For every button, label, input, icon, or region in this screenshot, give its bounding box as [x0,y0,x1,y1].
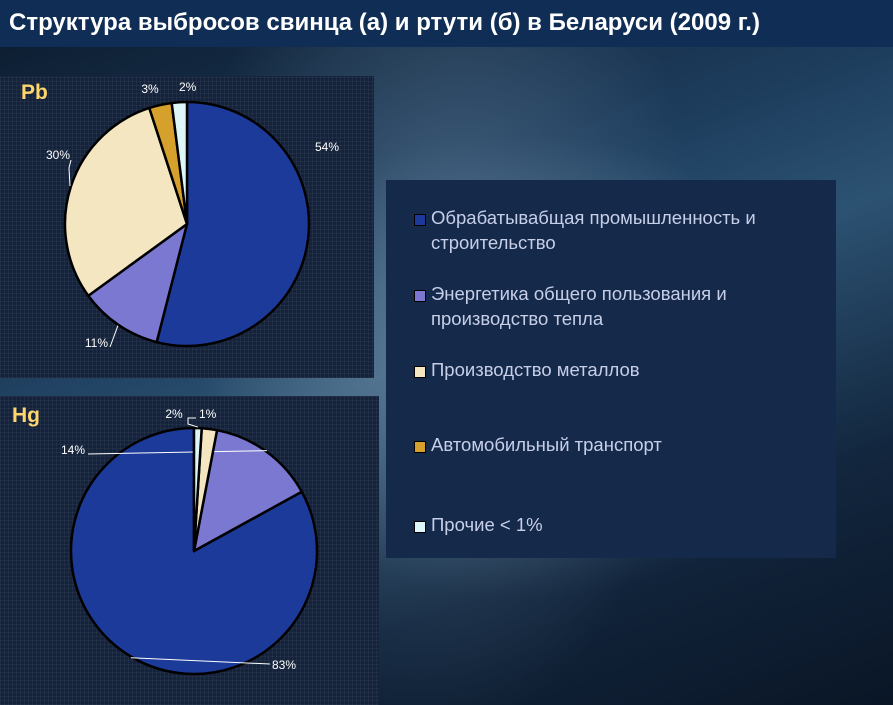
pb-data-label-4: 2% [179,80,197,94]
pb-data-label-3: 3% [141,82,159,96]
legend-swatch-transport [414,441,426,453]
hg-slice-3 [192,426,203,553]
hg-slice-1 [192,428,304,553]
hg-chart-panel: Hg 83% 14% 2% 1% [0,396,379,705]
hg-data-label-3: 1% [199,407,217,421]
pb-data-label-1: 11% [85,336,108,350]
pb-chart-panel: Pb 54% 11% 30% 3% 2% [0,76,374,378]
legend-swatch-industry [414,214,426,226]
title-bar: Структура выбросов свинца (а) и ртути (б… [0,0,893,47]
pb-pie-chart: 54% 11% 30% 3% 2% [46,80,339,350]
legend-label-metals: Производство металлов [431,359,640,380]
legend-label-transport: Автомобильный транспорт [431,434,662,455]
pb-leader-2 [68,159,72,187]
pb-leader-1 [109,325,119,348]
legend-swatch-other [414,521,426,533]
pb-slice-1 [87,222,189,344]
legend-item-industry: Обрабатывабщая промышленность и строител… [414,205,826,281]
hg-leader-3 [187,417,199,428]
legend-item-transport: Автомобильный транспорт [414,432,826,512]
pb-slice-0 [155,100,311,348]
legend-label-industry: Обрабатывабщая промышленность и строител… [431,207,756,253]
hg-leader-0 [130,657,271,665]
pb-slice-2 [63,106,189,297]
pb-slice-4 [170,100,189,226]
legend-item-metals: Производство металлов [414,357,826,432]
legend-label-energy: Энергетика общего пользования и производ… [431,283,727,329]
pb-data-label-2: 30% [46,148,70,162]
legend-item-other: Прочие < 1% [414,512,826,537]
hg-pie-chart: 83% 14% 2% 1% [61,407,319,676]
legend-item-energy: Энергетика общего пользования и производ… [414,281,826,357]
hg-leader-1 [87,450,267,455]
legend-swatch-metals [414,366,426,378]
legend-label-other: Прочие < 1% [431,514,543,535]
hg-chart-title: Hg [12,404,40,427]
hg-data-label-2: 2% [165,407,183,421]
pb-chart-title: Pb [21,81,48,104]
legend-swatch-energy [414,290,426,302]
hg-data-label-0: 83% [272,658,296,672]
hg-data-label-1: 14% [61,443,85,457]
chart-legend: Обрабатывабщая промышленность и строител… [386,180,836,558]
page-title: Структура выбросов свинца (а) и ртути (б… [9,9,760,36]
pb-data-label-0: 54% [315,140,339,154]
